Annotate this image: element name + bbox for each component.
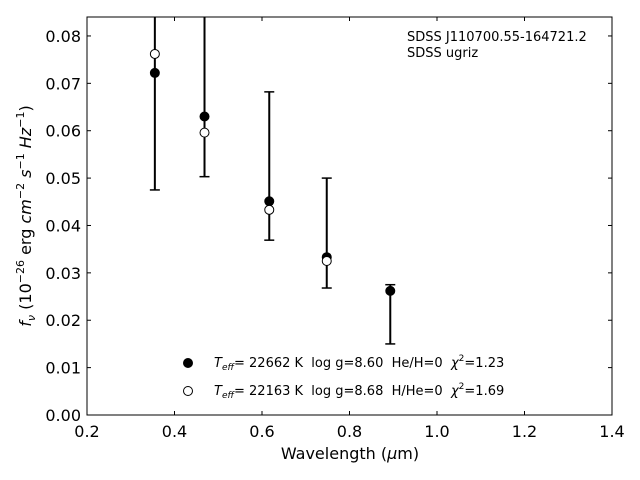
y-tick-label: 0.08	[45, 27, 81, 46]
legend-entry-2: Teff= 22163 K log g=8.68 H/He=0 χ2=1.69	[214, 382, 504, 401]
y-tick-label: 0.02	[45, 311, 81, 330]
legend-marker-open	[183, 386, 193, 396]
y-tick-label: 0.01	[45, 359, 81, 378]
axis-ticks: 0.2 0.4 0.6 0.8 1.0 1.2 1.4 0.00 0.01 0.02 0.03 0.0…	[45, 17, 625, 441]
x-tick-label: 1.0	[424, 422, 449, 441]
x-tick-label: 0.4	[162, 422, 187, 441]
x-tick-label: 1.2	[512, 422, 537, 441]
annotation-filters: SDSS ugriz	[407, 46, 478, 61]
point-open	[264, 204, 275, 215]
point-open	[321, 256, 332, 267]
x-tick-label: 0.8	[337, 422, 362, 441]
y-tick-label: 0.00	[45, 406, 81, 425]
y-tick-label: 0.06	[45, 122, 81, 141]
point-filled	[385, 285, 396, 296]
y-tick-label: 0.07	[45, 74, 81, 93]
point-open	[149, 48, 160, 59]
x-tick-label: 0.2	[74, 422, 99, 441]
point-open	[199, 127, 210, 138]
legend-entry-1: Teff= 22662 K log g=8.60 He/H=0 χ2=1.23	[214, 354, 504, 373]
x-axis-label: Wavelength (μm)	[281, 444, 419, 463]
legend: Teff= 22662 K log g=8.60 He/H=0 χ2=1.23 …	[183, 354, 504, 401]
point-filled	[149, 67, 160, 78]
point-filled	[199, 111, 210, 122]
point-filled	[264, 196, 275, 207]
y-tick-label: 0.04	[45, 216, 81, 235]
plot-area	[86, 16, 613, 416]
y-axis-label: fν (10−26 erg cm−2 s−1 Hz−1)	[14, 105, 38, 326]
y-tick-label: 0.03	[45, 264, 81, 283]
legend-marker-filled	[183, 358, 193, 368]
x-tick-label: 0.6	[249, 422, 274, 441]
data-points	[149, 48, 396, 296]
annotation-object-name: SDSS J110700.55-164721.2	[407, 30, 587, 45]
y-tick-label: 0.05	[45, 169, 81, 188]
x-tick-label: 1.4	[599, 422, 624, 441]
